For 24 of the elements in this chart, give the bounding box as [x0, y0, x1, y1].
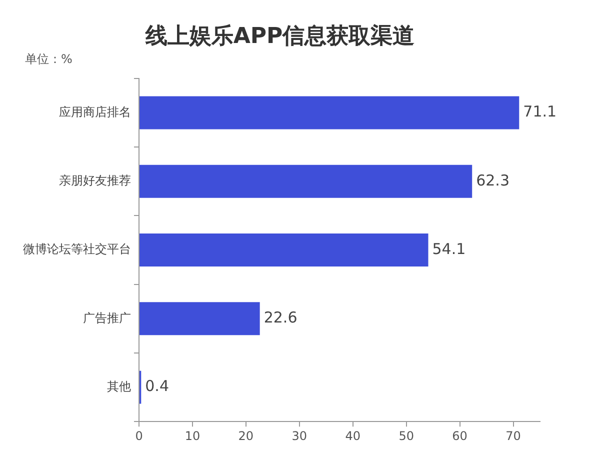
x-tick-label: 60: [452, 428, 468, 443]
y-tick-label: 亲朋好友推荐: [59, 173, 131, 188]
x-tick-label: 30: [292, 428, 308, 443]
x-tick-label: 10: [184, 428, 200, 443]
x-tick-label: 70: [506, 428, 521, 443]
data-label: 0.4: [145, 377, 169, 396]
bar: [140, 302, 260, 336]
x-tick-label: 0: [135, 428, 143, 443]
data-label: 71.1: [523, 102, 557, 121]
text: 单位：%: [25, 52, 72, 66]
x-tick-label: 50: [398, 428, 414, 443]
data-label: 62.3: [476, 171, 510, 190]
y-tick-label: 应用商店排名: [59, 104, 131, 119]
y-tick-label: 微博论坛等社交平台: [23, 242, 131, 256]
data-label: 22.6: [264, 308, 298, 327]
x-tick-label: 40: [345, 428, 361, 443]
bar: [140, 234, 428, 266]
chart-title: 线上娱乐APP信息获取渠道: [144, 24, 415, 49]
data-label: 54.1: [432, 240, 466, 258]
bar: [140, 96, 520, 130]
y-tick-label: 其他: [107, 379, 131, 394]
x-tick-label: 20: [238, 428, 254, 443]
bar: [140, 164, 472, 198]
y-tick-label: 广告推广: [83, 310, 131, 325]
